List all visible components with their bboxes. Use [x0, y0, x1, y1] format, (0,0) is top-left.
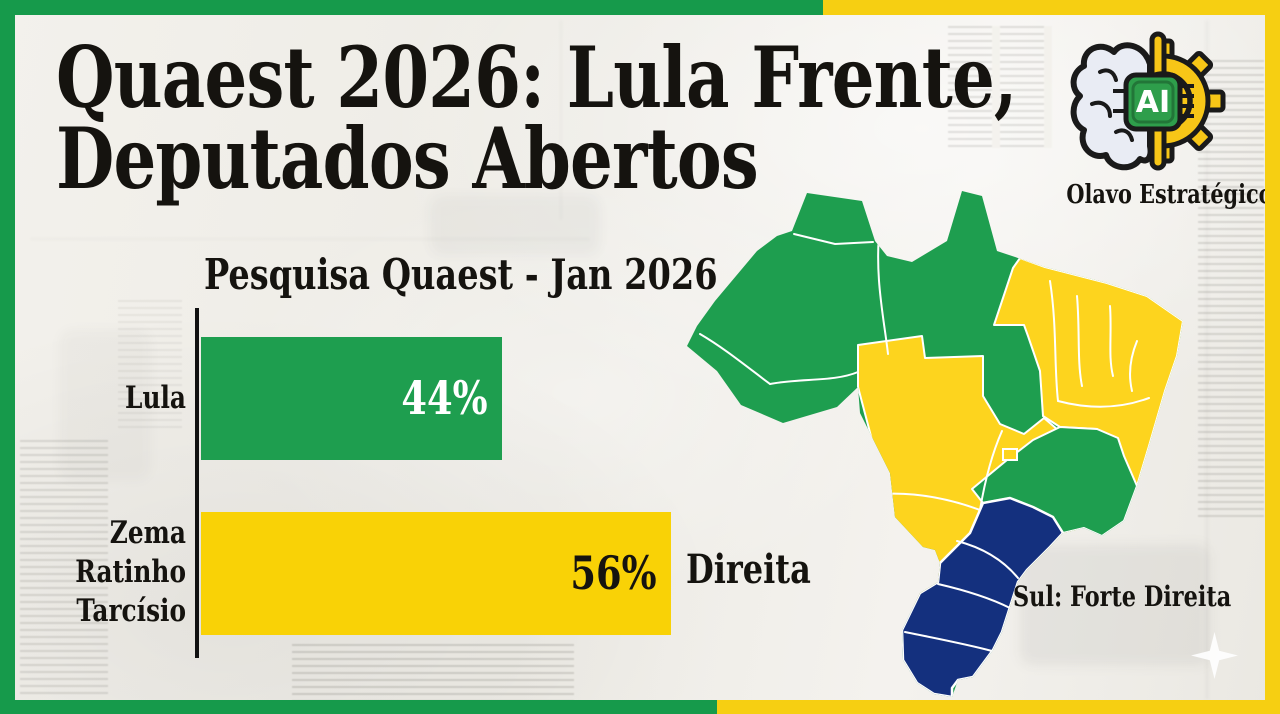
paper-crease: [1206, 20, 1208, 700]
map-df-square: [1002, 448, 1018, 461]
frame-bottom-right-yellow: [717, 700, 1280, 714]
newsprint-texture: [20, 440, 108, 698]
newsprint-texture: [118, 300, 182, 430]
bar-direita: 56%: [201, 512, 671, 635]
bar-label-direita-candidates: Zema Ratinho Tarcísio: [75, 515, 186, 629]
frame-left-green: [0, 0, 15, 714]
frame-bottom-left-green: [0, 700, 717, 714]
newsprint-texture: [948, 26, 1052, 148]
chart-axis: [195, 308, 199, 658]
bar-value-direita: 56%: [570, 546, 657, 600]
chart-title: Pesquisa Quaest - Jan 2026: [204, 250, 718, 299]
bar-value-lula: 44%: [401, 371, 488, 425]
direita-annotation: Direita: [686, 546, 811, 593]
map-annotation: Sul: Forte Direita: [1013, 580, 1232, 613]
title-line-2: Deputados Abertos: [56, 108, 759, 208]
brand-name: Olavo Estratégico: [1066, 180, 1273, 210]
paper-smudge: [1020, 545, 1210, 665]
newsprint-texture: [292, 644, 574, 702]
paper-crease: [30, 238, 590, 240]
brazil-states-map: [687, 191, 1183, 697]
title-line-1: Quaest 2026: Lula Frente,: [56, 28, 1017, 127]
page-title: Quaest 2026: Lula Frente, Deputados Aber…: [56, 28, 1017, 208]
ai-chip: [1123, 72, 1183, 132]
paper-smudge: [430, 195, 600, 255]
frame-top-left-green: [0, 0, 823, 15]
ai-chip-label: AI: [1136, 85, 1170, 120]
brain-gear-ai-icon: AI: [1070, 31, 1226, 171]
brain-squiggles: [1090, 68, 1134, 142]
frame-right-yellow: [1265, 0, 1280, 714]
bar-lula: 44%: [201, 337, 502, 460]
frame-top-right-yellow: [823, 0, 1280, 15]
bar-label-lula: Lula: [125, 380, 186, 416]
